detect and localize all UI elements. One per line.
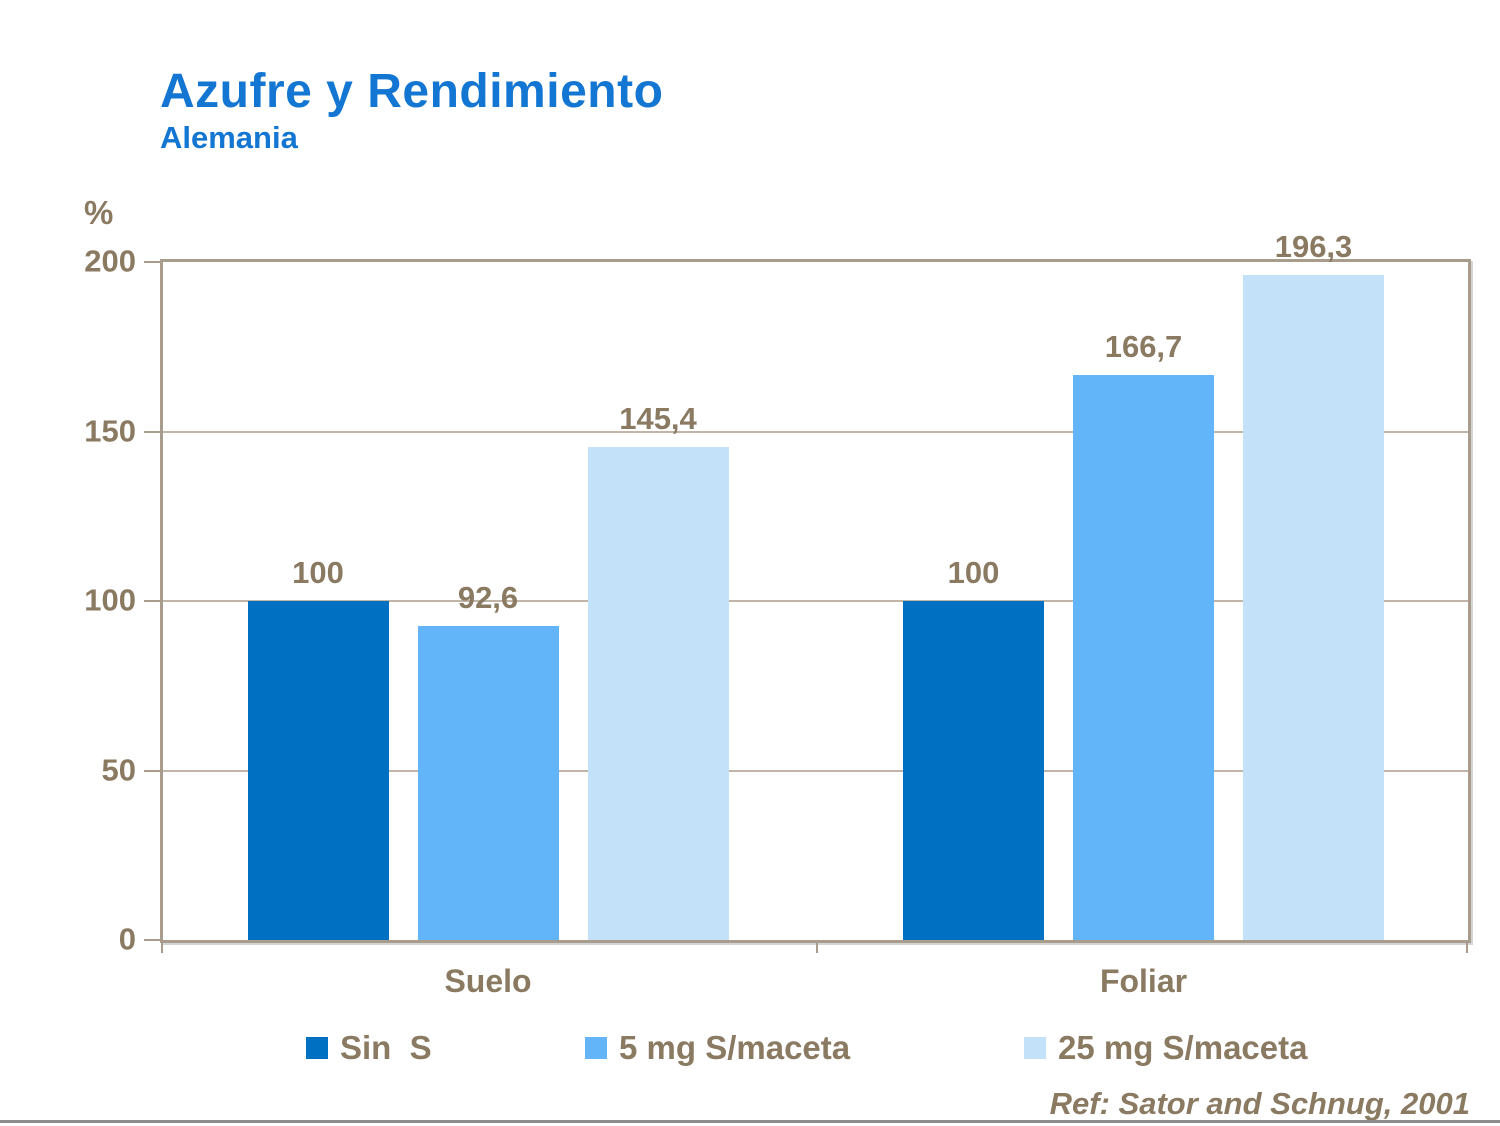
bar-suelo-series-1 [417, 626, 559, 940]
bar-suelo-series-0 [247, 601, 389, 940]
x-tick-mark [815, 940, 818, 953]
bar-value-label: 196,3 [1274, 228, 1353, 264]
gridline-50 [163, 769, 1468, 772]
y-tick-mark [144, 430, 161, 433]
legend-item-5mg: 5 mg S/maceta [585, 1029, 850, 1066]
y-tick-mark [144, 769, 161, 772]
category-label-suelo: Suelo [444, 963, 532, 999]
bar-value-label: 100 [292, 555, 344, 590]
legend-swatch-medium-blue [585, 1037, 607, 1059]
legend-item-sin-s: Sin S [306, 1029, 432, 1066]
x-tick-mark [161, 940, 163, 953]
y-tick-mark [144, 939, 161, 941]
gridline-150 [163, 430, 1468, 433]
y-tick-label-200: 200 [84, 243, 136, 279]
y-tick-label-150: 150 [84, 412, 136, 448]
x-tick-mark [1466, 940, 1468, 953]
bar-foliar-series-0 [903, 601, 1044, 940]
legend-label: 25 mg S/maceta [1058, 1029, 1308, 1066]
reference-citation: Ref: Sator and Schnug, 2001 [1049, 1086, 1470, 1121]
y-tick-label-50: 50 [101, 751, 136, 787]
chart-title: Azufre y Rendimiento [160, 65, 664, 118]
bar-foliar-series-1 [1073, 374, 1214, 940]
y-axis-unit-label: % [84, 194, 114, 231]
legend-swatch-dark-blue [306, 1037, 328, 1059]
bar-value-label: 100 [947, 555, 1000, 590]
bar-suelo-series-2 [587, 447, 729, 940]
legend-label: 5 mg S/maceta [619, 1029, 851, 1066]
y-tick-label-0: 0 [118, 921, 136, 957]
bar-foliar-series-2 [1243, 274, 1384, 940]
legend-item-25mg: 25 mg S/maceta [1024, 1029, 1307, 1066]
y-tick-mark [144, 600, 161, 602]
chart-subtitle: Alemania [160, 120, 298, 155]
legend-label: Sin S [340, 1029, 432, 1066]
gridline-100 [163, 600, 1468, 602]
bottom-divider-line [0, 1120, 1500, 1123]
y-tick-label-100: 100 [84, 582, 136, 618]
y-tick-mark [144, 261, 161, 263]
legend-swatch-light-blue [1024, 1037, 1046, 1059]
bar-value-label: 145,4 [619, 401, 697, 437]
bar-value-label: 92,6 [457, 580, 519, 616]
bar-value-label: 166,7 [1104, 328, 1183, 364]
category-label-foliar: Foliar [1099, 963, 1188, 999]
